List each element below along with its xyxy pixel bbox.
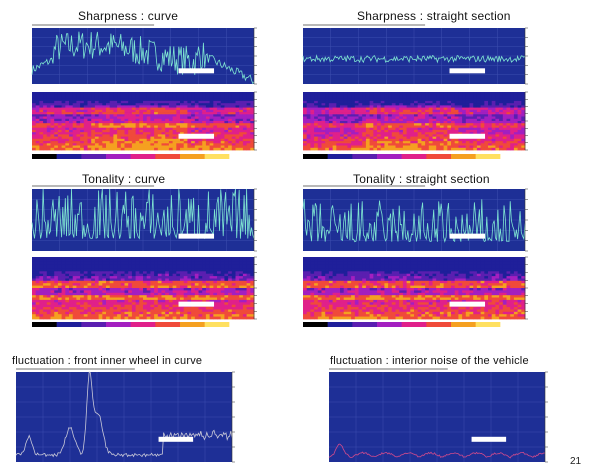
- sharpness-straight-spectrogram: [303, 92, 528, 150]
- tonality-straight-graphic: [299, 185, 539, 330]
- sharpness-curve-colorbar: [32, 154, 254, 159]
- tonality-curve-graphic: [28, 185, 268, 330]
- sharpness-curve-panel: [28, 22, 268, 162]
- fluctuation-interior-graphic: [325, 366, 565, 466]
- fluctuation-curve-panel: [12, 366, 252, 466]
- tonality-straight-colorbar: [303, 322, 525, 327]
- tonality-straight-spectrogram: [303, 257, 528, 319]
- tonality-curve-colorbar: [32, 322, 254, 327]
- sharpness-curve-graphic: [28, 22, 268, 162]
- tonality-curve-plot-cursor-box: [179, 234, 215, 239]
- sharpness-curve-spectrogram: [32, 92, 257, 150]
- fluctuation-curve-plot-cursor-box: [159, 437, 194, 442]
- sharpness-straight-panel: [299, 22, 539, 162]
- sharpness-straight-colorbar: [303, 154, 525, 159]
- sharpness-straight-plot-cursor-box: [450, 68, 486, 73]
- fluctuation-interior-plot-cursor-box: [472, 437, 507, 442]
- sharpness-straight-graphic: [299, 22, 539, 162]
- title-sharpness-curve: Sharpness : curve: [78, 9, 178, 23]
- tonality-straight-panel: [299, 185, 539, 330]
- fluctuation-curve-graphic: [12, 366, 252, 466]
- tonality-curve-panel: [28, 185, 268, 330]
- title-tonality-straight: Tonality : straight section: [353, 172, 490, 186]
- title-tonality-curve: Tonality : curve: [82, 172, 165, 186]
- page-number: 21: [570, 456, 581, 467]
- tonality-curve-spectrogram: [32, 257, 257, 319]
- fluctuation-interior-panel: [325, 366, 565, 466]
- sharpness-curve-plot-cursor-box: [179, 68, 215, 73]
- tonality-straight-plot-cursor-box: [450, 234, 486, 239]
- title-sharpness-straight: Sharpness : straight section: [357, 9, 511, 23]
